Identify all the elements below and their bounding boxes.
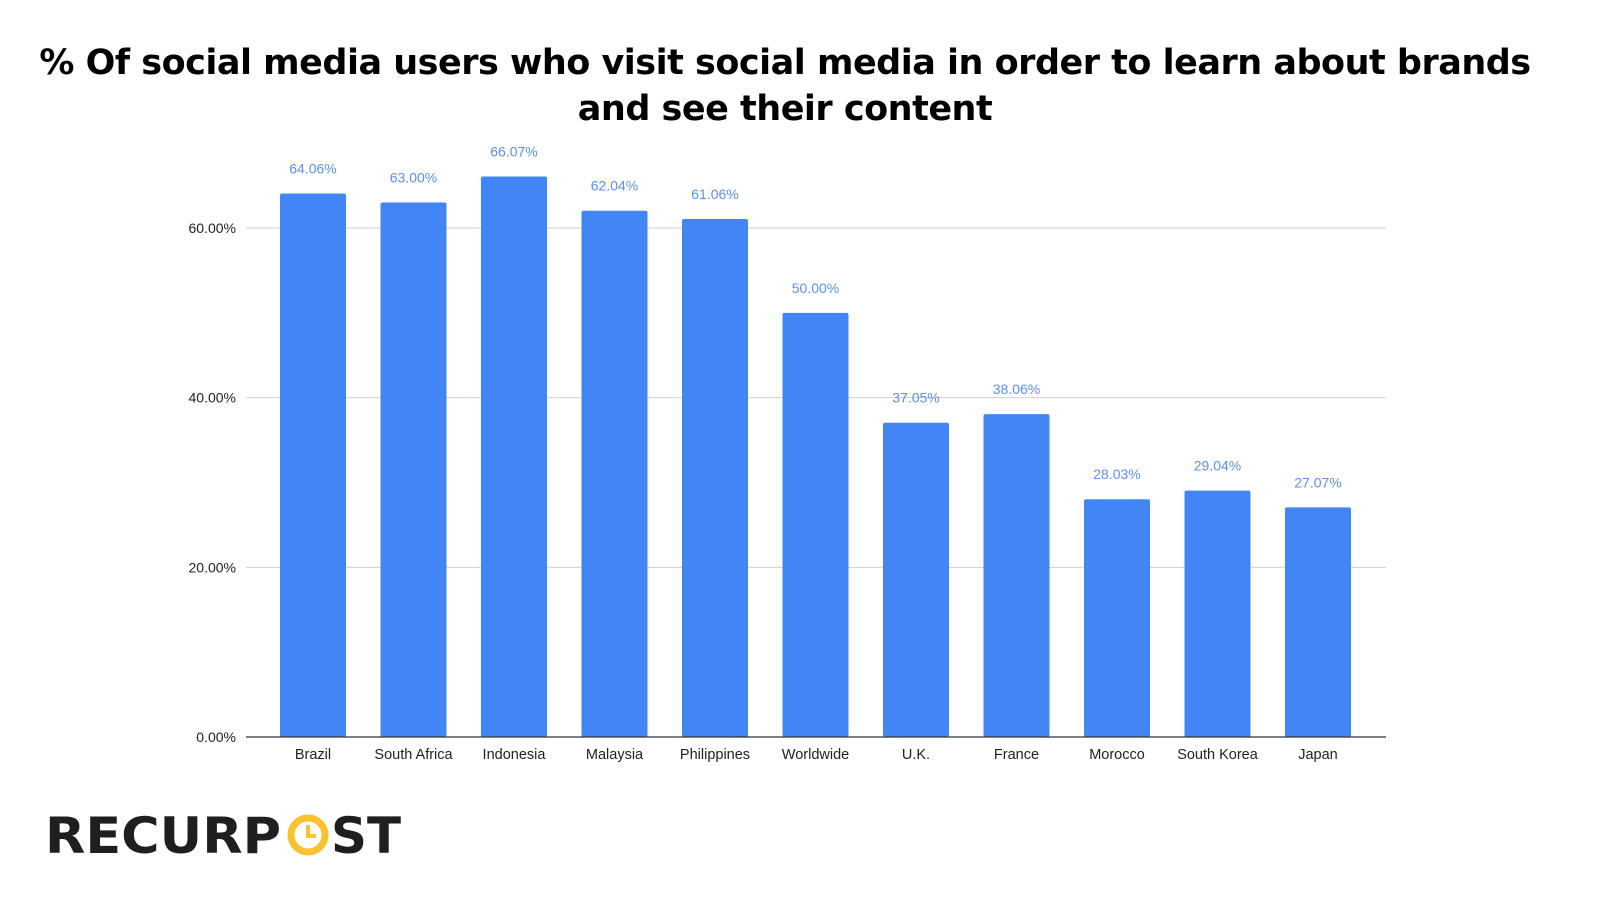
data-label: 61.06% bbox=[691, 186, 738, 202]
data-label: 37.05% bbox=[892, 390, 939, 406]
bar bbox=[883, 422, 949, 737]
x-tick-label: Indonesia bbox=[483, 747, 547, 763]
bar bbox=[1285, 507, 1351, 737]
x-tick-label: Japan bbox=[1298, 747, 1338, 763]
data-label: 64.06% bbox=[289, 161, 336, 177]
bar bbox=[481, 176, 547, 737]
clock-icon bbox=[287, 814, 329, 856]
data-label: 38.06% bbox=[993, 381, 1040, 397]
chart-title: % Of social media users who visit social… bbox=[39, 43, 1531, 129]
bar bbox=[581, 210, 648, 738]
svg-text:RECURP: RECURP bbox=[45, 808, 281, 860]
data-label: 62.04% bbox=[591, 178, 638, 194]
data-label: 27.07% bbox=[1294, 474, 1341, 490]
data-label: 66.07% bbox=[490, 144, 537, 160]
x-tick-label: Brazil bbox=[295, 747, 331, 763]
x-tick-label: South Africa bbox=[374, 747, 453, 763]
svg-text:ST: ST bbox=[331, 808, 401, 860]
bar-chart: 0.00% 20.00% 40.00% 60.00% 64.06% Brazil 63.00… bbox=[189, 144, 1386, 763]
bar bbox=[380, 202, 447, 738]
x-tick-label: South Korea bbox=[1177, 747, 1259, 763]
x-tick-label: France bbox=[994, 747, 1039, 763]
bar bbox=[1184, 490, 1251, 737]
bar bbox=[1084, 499, 1150, 737]
x-tick-label: Philippines bbox=[680, 747, 750, 763]
recurpost-logo: RECURP ST bbox=[45, 808, 401, 860]
x-tick-label: Malaysia bbox=[586, 747, 644, 763]
data-label: 63.00% bbox=[390, 170, 437, 186]
data-label: 50.00% bbox=[792, 280, 839, 296]
y-tick-label: 60.00% bbox=[189, 220, 236, 236]
data-label: 28.03% bbox=[1093, 466, 1140, 482]
data-label: 29.04% bbox=[1194, 458, 1241, 474]
x-tick-label: Worldwide bbox=[782, 747, 849, 763]
x-tick-label: U.K. bbox=[902, 747, 930, 763]
bar bbox=[983, 414, 1050, 737]
bar bbox=[682, 219, 748, 737]
bar bbox=[280, 193, 346, 737]
y-tick-label: 40.00% bbox=[189, 390, 236, 406]
y-tick-label: 20.00% bbox=[189, 559, 236, 575]
y-tick-label: 0.00% bbox=[196, 729, 236, 745]
x-tick-label: Morocco bbox=[1089, 747, 1145, 763]
bar bbox=[782, 312, 849, 737]
